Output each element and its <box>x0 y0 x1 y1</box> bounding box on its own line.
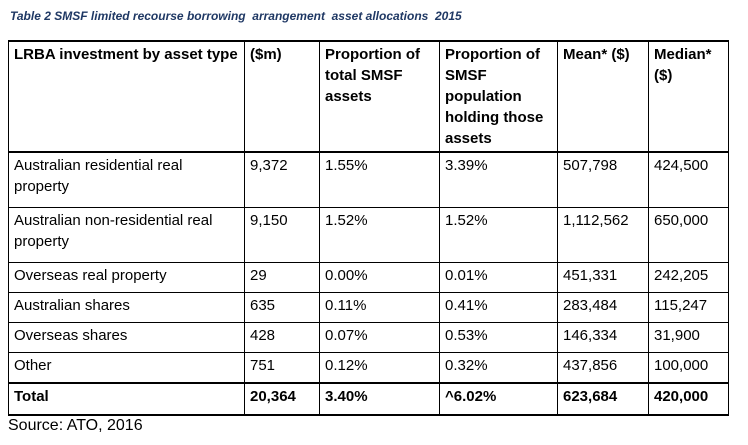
cell-proportion-assets: 0.07% <box>319 322 440 353</box>
cell-proportion-population: 0.53% <box>439 322 558 353</box>
cell-mean: 146,334 <box>557 322 649 353</box>
table-row: Overseas real property 29 0.00% 0.01% 45… <box>8 262 729 293</box>
total-amount: 20,364 <box>244 382 320 416</box>
source-note: Source: ATO, 2016 <box>8 417 143 434</box>
cell-asset-type: Australian non-residential real property <box>8 207 245 263</box>
cell-amount: 751 <box>244 352 320 384</box>
total-row: Total 20,364 3.40% ^6.02% 623,684 420,00… <box>8 382 729 416</box>
header-mean: Mean* ($) <box>557 40 649 153</box>
cell-amount: 9,150 <box>244 207 320 263</box>
table-row: Australian residential real property 9,3… <box>8 151 729 208</box>
cell-asset-type: Overseas shares <box>8 322 245 353</box>
cell-asset-type: Other <box>8 352 245 384</box>
cell-amount: 635 <box>244 292 320 323</box>
header-asset-type: LRBA investment by asset type <box>8 40 245 153</box>
total-proportion-assets: 3.40% <box>319 382 440 416</box>
table-row: Australian non-residential real property… <box>8 207 729 263</box>
cell-proportion-population: 0.32% <box>439 352 558 384</box>
cell-asset-type: Overseas real property <box>8 262 245 293</box>
cell-amount: 29 <box>244 262 320 293</box>
total-label: Total <box>8 382 245 416</box>
cell-proportion-assets: 0.00% <box>319 262 440 293</box>
cell-asset-type: Australian residential real property <box>8 151 245 208</box>
table-row: Overseas shares 428 0.07% 0.53% 146,334 … <box>8 322 729 353</box>
cell-proportion-assets: 0.11% <box>319 292 440 323</box>
cell-median: 424,500 <box>648 151 729 208</box>
cell-median: 115,247 <box>648 292 729 323</box>
cell-mean: 283,484 <box>557 292 649 323</box>
header-amount: ($m) <box>244 40 320 153</box>
asset-allocation-table: LRBA investment by asset type ($m) Propo… <box>8 40 729 416</box>
cell-amount: 428 <box>244 322 320 353</box>
header-median: Median* ($) <box>648 40 729 153</box>
cell-median: 100,000 <box>648 352 729 384</box>
cell-proportion-population: 0.01% <box>439 262 558 293</box>
cell-proportion-population: 0.41% <box>439 292 558 323</box>
cell-median: 31,900 <box>648 322 729 353</box>
header-row: LRBA investment by asset type ($m) Propo… <box>8 40 729 153</box>
cell-proportion-assets: 0.12% <box>319 352 440 384</box>
cell-proportion-assets: 1.55% <box>319 151 440 208</box>
table-row: Australian shares 635 0.11% 0.41% 283,48… <box>8 292 729 323</box>
cell-median: 650,000 <box>648 207 729 263</box>
cell-mean: 451,331 <box>557 262 649 293</box>
cell-amount: 9,372 <box>244 151 320 208</box>
table-caption: Table 2 SMSF limited recourse borrowing … <box>10 9 462 23</box>
header-proportion-population: Proportion of SMSF population holding th… <box>439 40 558 153</box>
cell-mean: 1,112,562 <box>557 207 649 263</box>
total-mean: 623,684 <box>557 382 649 416</box>
cell-mean: 507,798 <box>557 151 649 208</box>
cell-proportion-assets: 1.52% <box>319 207 440 263</box>
cell-asset-type: Australian shares <box>8 292 245 323</box>
cell-proportion-population: 1.52% <box>439 207 558 263</box>
header-proportion-assets: Proportion of total SMSF assets <box>319 40 440 153</box>
table-row: Other 751 0.12% 0.32% 437,856 100,000 <box>8 352 729 384</box>
cell-proportion-population: 3.39% <box>439 151 558 208</box>
cell-mean: 437,856 <box>557 352 649 384</box>
total-proportion-population: ^6.02% <box>439 382 558 416</box>
total-median: 420,000 <box>648 382 729 416</box>
cell-median: 242,205 <box>648 262 729 293</box>
